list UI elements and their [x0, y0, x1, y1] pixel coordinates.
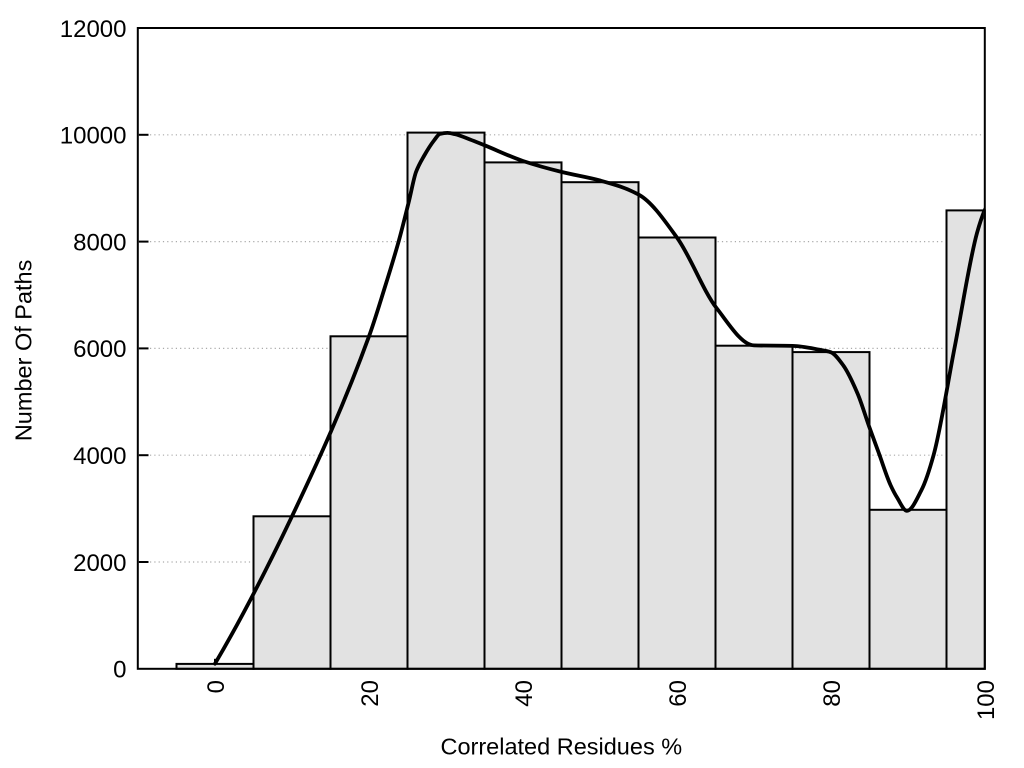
svg-text:Number Of Paths: Number Of Paths [11, 260, 37, 442]
svg-text:60: 60 [665, 680, 692, 707]
svg-text:8000: 8000 [73, 229, 126, 256]
svg-text:12000: 12000 [60, 16, 127, 43]
svg-text:Correlated Residues %: Correlated Residues % [440, 734, 682, 760]
svg-text:6000: 6000 [73, 336, 126, 363]
svg-text:40: 40 [511, 680, 538, 707]
svg-text:80: 80 [819, 680, 846, 707]
svg-text:4000: 4000 [73, 443, 126, 470]
svg-text:10000: 10000 [60, 123, 127, 150]
svg-text:0: 0 [203, 680, 230, 693]
svg-text:100: 100 [973, 680, 1000, 720]
svg-text:20: 20 [357, 680, 384, 707]
svg-text:2000: 2000 [73, 550, 126, 577]
svg-text:0: 0 [113, 657, 126, 684]
